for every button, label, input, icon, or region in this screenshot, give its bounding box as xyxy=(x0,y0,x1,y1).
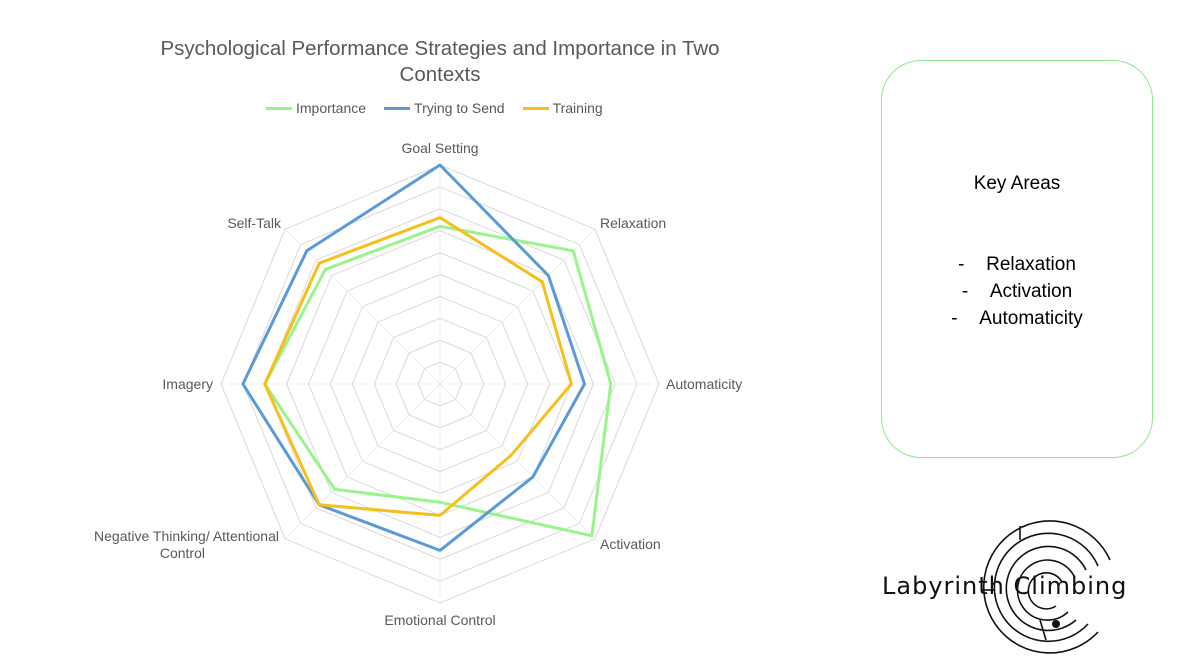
axis-label-automaticity: Automaticity xyxy=(666,376,742,392)
axis-label-activation: Activation xyxy=(600,536,661,552)
axis-label-negative-thinking-line2: Control xyxy=(160,545,205,561)
axis-label-negative-thinking: Negative Thinking/ Attentional xyxy=(94,528,279,544)
axis-label-goal-setting: Goal Setting xyxy=(401,140,478,156)
key-area-item: - Activation xyxy=(882,278,1152,305)
legend-swatch-training xyxy=(522,106,549,110)
key-areas-list: - Relaxation - Activation - Automaticity xyxy=(882,251,1152,332)
radar-spoke xyxy=(284,383,441,540)
axis-label-imagery: Imagery xyxy=(162,376,213,392)
key-area-item: - Automaticity xyxy=(882,305,1152,332)
axis-labels: Goal Setting Relaxation Automaticity Act… xyxy=(94,140,742,628)
axis-label-emotional-control: Emotional Control xyxy=(384,612,495,628)
labyrinth-maze-icon xyxy=(982,520,1111,654)
legend-item-importance: Importance xyxy=(266,100,366,116)
key-area-dash: - xyxy=(958,254,965,275)
key-area-label: Relaxation xyxy=(986,254,1076,275)
logo-text: Labyrinth Climbing xyxy=(882,572,1128,600)
key-area-item: - Relaxation xyxy=(882,251,1152,278)
radar-spoke xyxy=(439,228,596,385)
legend-label-trying-to-send: Trying to Send xyxy=(414,100,505,116)
legend-label-training: Training xyxy=(552,100,603,116)
axis-label-self-talk: Self-Talk xyxy=(227,215,282,231)
radar-series xyxy=(241,163,613,552)
legend-item-training: Training xyxy=(522,100,603,116)
key-areas-title: Key Areas xyxy=(973,173,1061,194)
legend-label-importance: Importance xyxy=(296,100,367,116)
legend-item-trying-to-send: Trying to Send xyxy=(384,100,505,116)
axis-label-relaxation: Relaxation xyxy=(600,215,666,231)
key-area-dash: - xyxy=(951,308,958,329)
key-areas-box: Key Areas - Relaxation - Activation - Au… xyxy=(881,60,1153,458)
key-area-label: Activation xyxy=(989,281,1073,302)
series-line-importance xyxy=(263,224,613,538)
maze-center-dot xyxy=(1052,620,1060,628)
legend-swatch-trying-to-send xyxy=(384,106,411,110)
radar-spoke xyxy=(439,383,596,540)
key-area-dash: - xyxy=(961,281,969,302)
chart-legend: Importance Trying to Send Training xyxy=(266,99,603,117)
chart-title: Psychological Performance Strategies and… xyxy=(160,37,720,86)
series-line-training xyxy=(263,216,573,517)
labyrinth-climbing-logo: Labyrinth Climbing xyxy=(880,520,1160,660)
series-line-trying-to-send xyxy=(241,163,586,552)
legend-swatch-importance xyxy=(266,106,292,110)
radar-spoke xyxy=(284,228,441,385)
radar-spokes xyxy=(221,165,659,603)
key-area-label: Automaticity xyxy=(979,308,1083,329)
